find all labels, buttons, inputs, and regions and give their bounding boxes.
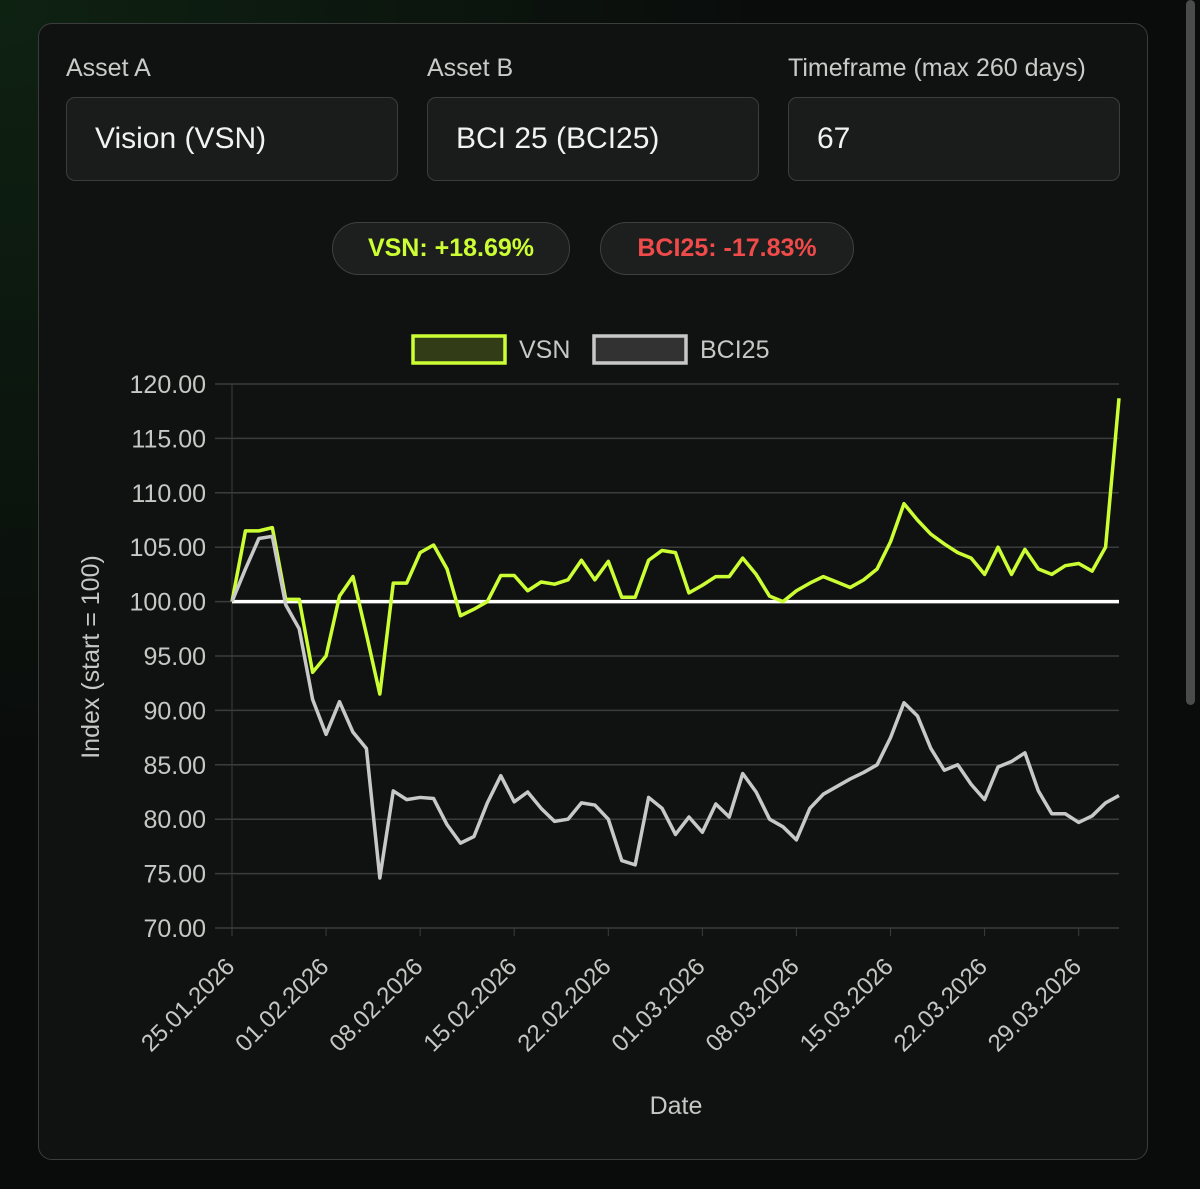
asset-b-select[interactable]: BCI 25 (BCI25) — [427, 97, 759, 181]
y-tick-label: 80.00 — [143, 806, 206, 834]
y-tick-label: 75.00 — [143, 861, 206, 889]
x-tick-label: 01.02.2026 — [230, 953, 334, 1057]
y-tick-label: 85.00 — [143, 752, 206, 780]
y-tick-label: 115.00 — [131, 425, 206, 453]
x-tick-label: 22.02.2026 — [513, 953, 617, 1057]
series-line — [230, 398, 1121, 696]
field-label: Asset A — [66, 54, 151, 82]
summary-pill: VSN: +18.69% — [332, 222, 570, 275]
y-axis-label: Index (start = 100) — [77, 555, 105, 759]
field-label: Asset B — [427, 54, 514, 82]
legend-swatch — [592, 334, 688, 365]
y-tick-label: 100.00 — [130, 589, 206, 617]
x-tick-label: 08.02.2026 — [324, 953, 428, 1057]
legend-label: BCI25 — [700, 336, 769, 364]
x-tick-label: 15.02.2026 — [418, 953, 522, 1057]
x-tick-label: 25.01.2026 — [136, 953, 240, 1057]
legend-label: VSN — [519, 336, 570, 364]
summary-pill: BCI25: -17.83% — [600, 222, 854, 275]
x-tick-label: 08.03.2026 — [701, 953, 805, 1057]
y-tick-label: 95.00 — [143, 643, 206, 671]
x-tick-label: 01.03.2026 — [607, 953, 711, 1057]
y-tick-label: 120.00 — [130, 371, 206, 399]
x-tick-label: 29.03.2026 — [983, 953, 1087, 1057]
card — [38, 23, 1148, 1160]
x-axis-label: Date — [650, 1092, 703, 1120]
scrollbar[interactable] — [1186, 0, 1195, 705]
y-tick-label: 105.00 — [130, 534, 206, 562]
x-tick-label: 22.03.2026 — [889, 953, 993, 1057]
legend-swatch — [411, 334, 507, 365]
y-tick-label: 110.00 — [131, 480, 206, 508]
asset-a-select[interactable]: Vision (VSN) — [66, 97, 398, 181]
field-label: Timeframe (max 260 days) — [788, 54, 1086, 82]
timeframe-input[interactable]: 67 — [788, 97, 1120, 181]
x-tick-label: 15.03.2026 — [795, 953, 899, 1057]
y-tick-label: 70.00 — [143, 915, 206, 943]
y-tick-label: 90.00 — [143, 697, 206, 725]
series-line — [230, 534, 1120, 880]
